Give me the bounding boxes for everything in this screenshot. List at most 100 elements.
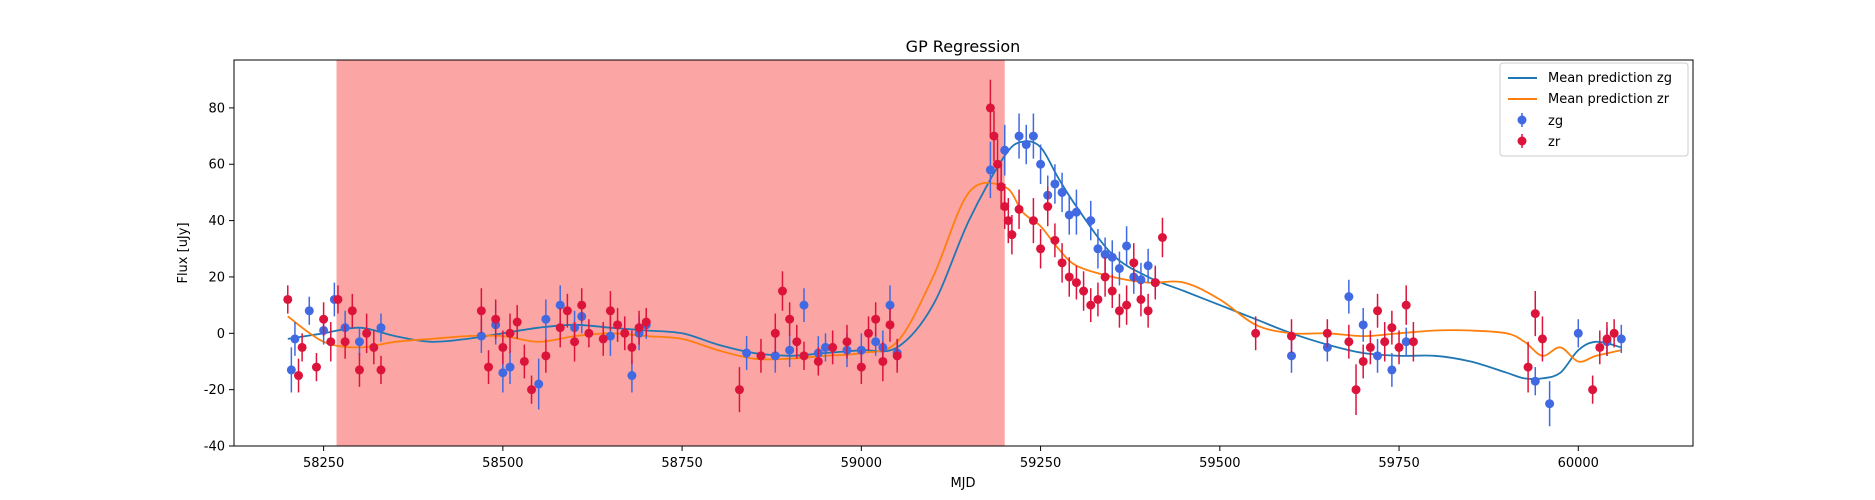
data-point-zg — [1530, 376, 1540, 386]
data-point-zg — [770, 351, 780, 361]
data-point-zr — [527, 385, 537, 395]
data-point-zr — [1050, 235, 1060, 245]
data-point-zr — [354, 365, 364, 375]
data-point-zg — [799, 300, 809, 310]
data-point-zg — [1616, 334, 1626, 344]
data-point-zg — [1143, 261, 1153, 271]
y-tick-label: 0 — [217, 327, 225, 342]
data-point-zr — [799, 351, 809, 361]
data-point-zr — [1387, 323, 1397, 333]
data-point-zr — [1014, 204, 1024, 214]
legend-box — [1499, 62, 1689, 157]
x-axis: 58250 58500 58750 59000 59250 59500 59750 60000 — [303, 446, 1599, 471]
point-series-zr — [283, 79, 1619, 416]
data-point-zr — [1100, 272, 1110, 282]
data-point-zr — [1003, 216, 1013, 226]
data-point-zg — [555, 300, 565, 310]
y-tick-label: 20 — [208, 270, 225, 285]
x-tick-label: 59750 — [1378, 456, 1419, 471]
data-point-zr — [297, 342, 307, 352]
data-point-zg — [1358, 320, 1368, 330]
data-point-zr — [577, 300, 587, 310]
x-tick-label: 58500 — [482, 456, 523, 471]
data-point-zr — [878, 356, 888, 366]
data-point-zg — [1344, 292, 1354, 302]
data-point-zg — [820, 342, 830, 352]
data-point-zr — [362, 328, 372, 338]
data-point-zr — [634, 323, 644, 333]
data-point-zg — [1093, 244, 1103, 254]
data-point-zr — [1057, 258, 1067, 268]
data-point-zr — [1028, 216, 1038, 226]
data-point-zg — [627, 371, 637, 381]
data-point-zg — [505, 362, 515, 372]
x-tick-label: 59500 — [1199, 456, 1240, 471]
data-point-zg — [376, 323, 386, 333]
chart-title: GP Regression — [906, 37, 1021, 56]
data-point-zr — [1079, 286, 1089, 296]
data-point-zg — [1122, 241, 1132, 251]
data-point-zg — [885, 300, 895, 310]
data-point-zr — [340, 337, 350, 347]
data-point-zg — [1028, 131, 1038, 141]
x-tick-label: 59000 — [841, 456, 882, 471]
legend-swatch-points-zr — [1517, 134, 1527, 148]
plot-frame — [233, 59, 1694, 447]
x-tick-label: 58750 — [661, 456, 702, 471]
x-tick-label: 59250 — [1020, 456, 1061, 471]
data-point-zr — [1595, 342, 1605, 352]
data-point-zr — [1143, 306, 1153, 316]
data-point-zr — [1351, 385, 1361, 395]
data-point-zr — [1602, 334, 1612, 344]
data-point-zg — [1136, 275, 1146, 285]
data-point-zr — [326, 337, 336, 347]
data-point-zr — [1344, 337, 1354, 347]
data-point-zr — [1401, 300, 1411, 310]
data-point-zr — [570, 337, 580, 347]
data-point-zr — [856, 362, 866, 372]
data-point-zr — [333, 294, 343, 304]
x-tick-label: 60000 — [1558, 456, 1599, 471]
legend-label-points-zg: zg — [1548, 114, 1563, 129]
data-point-zr — [993, 159, 1003, 169]
data-point-zr — [627, 342, 637, 352]
data-point-zr — [842, 337, 852, 347]
y-axis-label: Flux [uJy] — [176, 222, 191, 283]
y-tick-label: -20 — [204, 383, 225, 398]
legend-label-line-zg: Mean prediction zg — [1548, 71, 1672, 86]
data-point-zr — [756, 351, 766, 361]
x-tick-label: 58250 — [303, 456, 344, 471]
y-tick-label: 80 — [208, 101, 225, 116]
prediction-line-zg — [287, 140, 1622, 380]
data-point-zr — [1530, 309, 1540, 319]
data-point-zr — [491, 314, 501, 324]
data-point-zr — [319, 314, 329, 324]
data-point-zr — [584, 328, 594, 338]
data-point-zg — [1000, 145, 1010, 155]
y-axis: -40 -20 0 20 40 60 80 — [204, 101, 234, 455]
data-point-zr — [505, 328, 515, 338]
data-point-zr — [605, 306, 615, 316]
data-point-zr — [813, 356, 823, 366]
data-point-zg — [742, 348, 752, 358]
data-point-zr — [1036, 244, 1046, 254]
data-point-zg — [1057, 187, 1067, 197]
data-point-zr — [512, 317, 522, 327]
data-point-zr — [985, 103, 995, 113]
data-point-zr — [1609, 328, 1619, 338]
data-point-zr — [369, 342, 379, 352]
data-point-zr — [1322, 328, 1332, 338]
data-point-zg — [1573, 328, 1583, 338]
data-point-zg — [304, 306, 314, 316]
data-point-zr — [1114, 306, 1124, 316]
data-point-zr — [1007, 230, 1017, 240]
data-point-zg — [354, 337, 364, 347]
data-point-zr — [1043, 202, 1053, 212]
data-point-zg — [1021, 140, 1031, 150]
data-point-zr — [311, 362, 321, 372]
data-point-zr — [1358, 356, 1368, 366]
y-tick-label: 40 — [208, 214, 225, 229]
data-point-zg — [785, 345, 795, 355]
data-point-zr — [613, 320, 623, 330]
data-point-zg — [286, 365, 296, 375]
